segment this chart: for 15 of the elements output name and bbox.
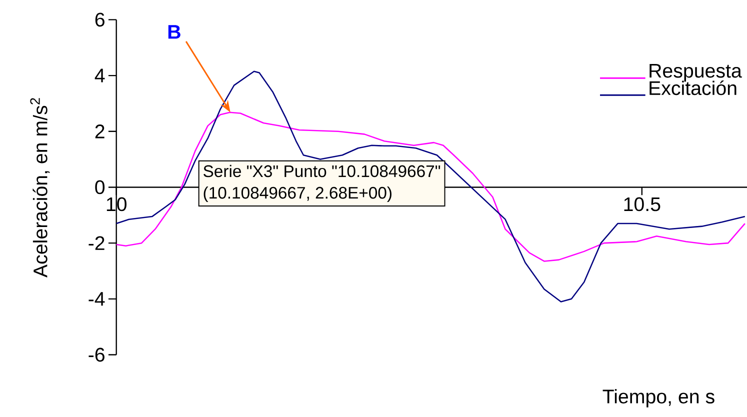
legend-label: Excitación — [650, 80, 736, 96]
y-tick-label: 4 — [94, 68, 105, 82]
x-tick-label: 10.5 — [624, 197, 660, 212]
y-tick-label: -4 — [88, 292, 105, 306]
y-tick-label: 0 — [95, 180, 105, 194]
annotation: (10.10849667, 2.68E+00) — [204, 186, 392, 202]
annotation: B — [168, 25, 180, 39]
legend-label: Respuesta — [650, 64, 742, 82]
x-axis-title: Tiempo, en s — [602, 389, 714, 408]
y-tick-label: 6 — [95, 12, 104, 27]
y-tick-label: -2 — [88, 236, 104, 250]
annotation: Serie "X3" Punto "10.10849667" — [204, 164, 440, 178]
y-axis-title: Aceleración, en m/s$^{2}$ — [30, 98, 50, 278]
y-tick-label: 2 — [95, 124, 104, 138]
y-tick-label: -6 — [88, 348, 104, 362]
